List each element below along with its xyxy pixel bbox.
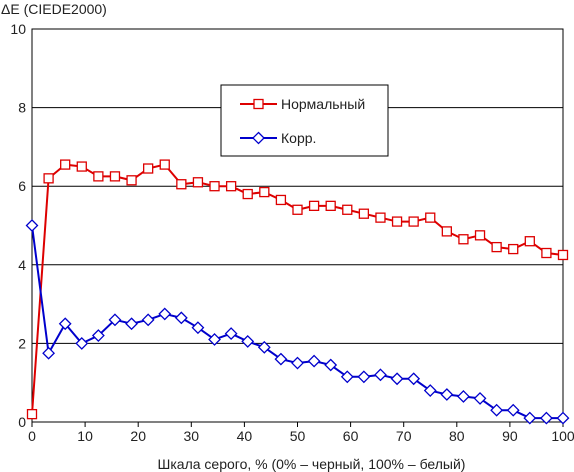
x-tick-label: 60 [343,428,359,444]
data-point [423,384,437,397]
legend-marker [253,98,264,110]
x-tick-label: 50 [290,428,306,444]
data-point [76,161,87,172]
legend-marker [252,131,265,145]
x-tick-label: 40 [237,428,253,444]
data-point [209,181,220,192]
data-point [191,321,205,335]
y-axis-title: ΔE (CIEDE2000) [1,1,107,17]
data-point [291,356,304,370]
legend: Нормальный Корр. [220,84,389,157]
y-tick-label: 10 [10,21,26,37]
x-tick-label: 70 [396,428,412,444]
data-point [408,216,419,227]
series-1 [26,159,569,420]
data-point [225,181,237,192]
data-point [143,163,154,174]
data-point [539,411,553,425]
data-point [274,352,288,366]
data-point [556,411,570,425]
data-point [58,317,72,331]
data-point [60,159,71,170]
x-tick-label: 100 [551,428,574,444]
x-tick-label: 20 [130,428,146,444]
data-point [524,236,535,247]
data-point [506,403,520,417]
y-tick-label: 2 [18,335,26,351]
data-point [292,204,303,215]
x-tick-label: 10 [77,428,93,444]
data-point [108,313,122,327]
data-point [125,317,138,331]
series-2 [25,219,570,425]
data-point [324,358,338,372]
data-point [441,226,452,237]
series-line [31,163,564,415]
data-point [259,186,270,198]
y-tick-label: 8 [18,100,26,116]
data-point [26,408,38,420]
data-point [458,234,469,245]
data-point [42,346,56,360]
data-point [174,311,188,325]
data-point [158,307,172,321]
data-point [390,372,404,386]
data-point [340,370,354,384]
data-point [307,354,321,368]
x-axis-title: Шкала серого, % (0% – черный, 100% – бел… [158,456,466,472]
data-point [358,208,370,219]
data-point [126,175,137,186]
data-point [391,216,403,227]
data-point [308,200,320,212]
data-point [557,249,569,261]
y-tick-label: 4 [18,257,26,273]
data-point [490,403,504,417]
data-point [425,212,436,223]
data-point [257,340,271,354]
data-point [159,159,170,170]
x-tick-label: 90 [502,428,518,444]
y-tick-label: 6 [18,178,26,194]
data-point [43,173,54,184]
y-tick-label: 0 [18,414,26,430]
x-tick-label: 80 [449,428,465,444]
data-point [93,171,104,182]
data-point [109,171,121,182]
legend-box [220,84,389,157]
data-point [474,230,486,241]
data-point [192,177,204,188]
data-point [25,219,39,232]
data-point [75,336,89,350]
x-tick-label: 0 [28,428,36,444]
data-point [208,333,221,346]
data-point [523,411,537,425]
data-point [508,243,519,255]
legend-label: Нормальный [281,96,365,112]
data-point [541,247,552,259]
data-point [357,370,371,384]
data-point [241,335,255,348]
data-point [242,188,253,200]
data-point [325,200,336,212]
data-point [91,329,105,342]
legend-label: Корр. [281,130,316,146]
data-point [141,313,155,327]
data-point [440,388,454,401]
data-point [374,368,387,382]
data-point [224,327,238,340]
series-layer [25,159,570,425]
data-point [375,212,386,223]
data-point [407,372,421,386]
data-point [342,204,353,215]
x-tick-label: 30 [184,428,200,444]
data-point [176,179,187,190]
data-point [473,392,487,405]
data-point [491,241,502,253]
data-point [457,390,470,403]
data-point [275,194,287,206]
